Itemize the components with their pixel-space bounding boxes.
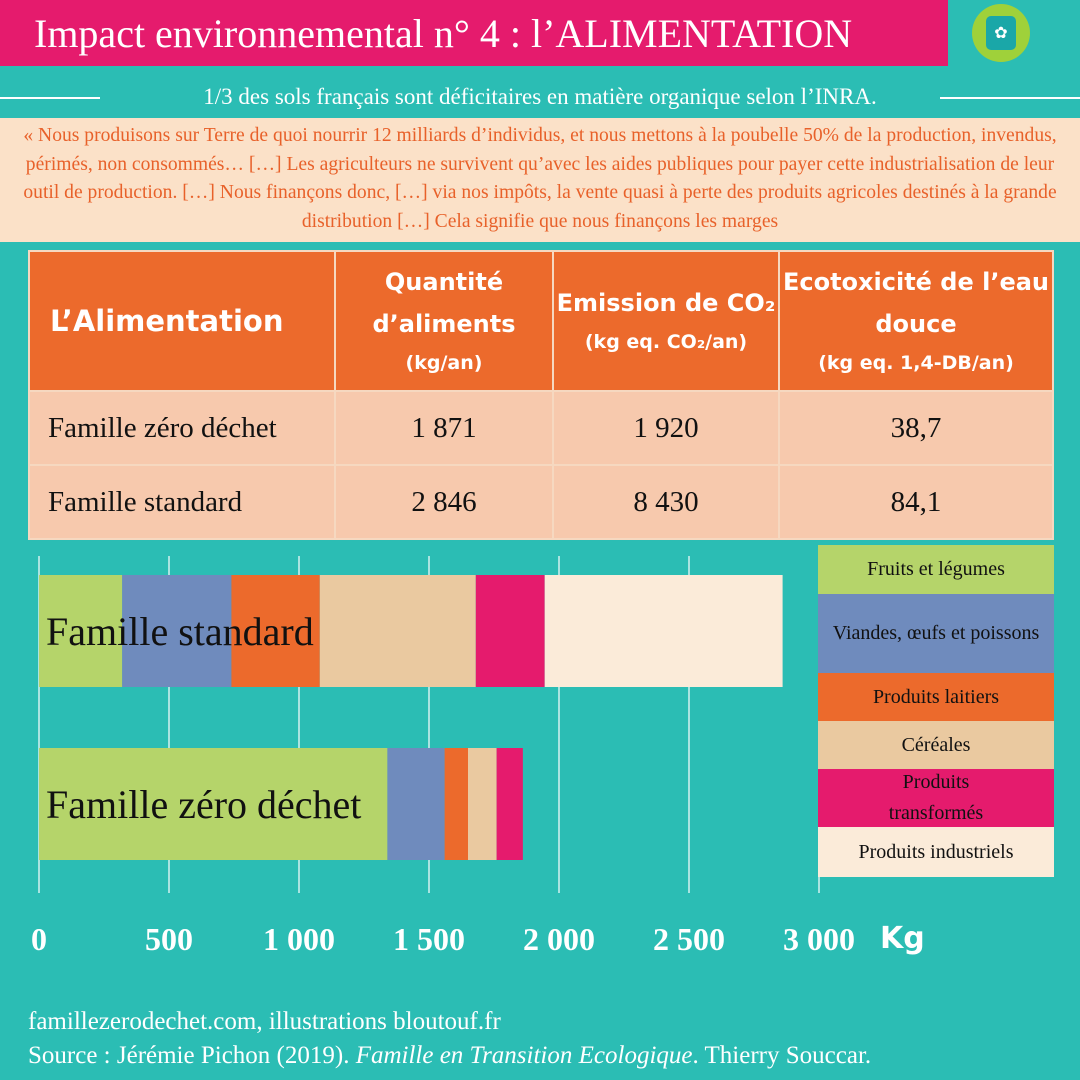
table-row: Famille zéro déchet 1 871 1 920 38,7 <box>28 390 1054 466</box>
subtitle-band: 1/3 des sols français sont déficitaires … <box>0 76 1080 118</box>
x-tick-label: 2 500 <box>653 921 725 957</box>
stacked-bar-chart: Famille standard Famille zéro déchet 0 500 1… <box>0 548 1080 988</box>
wheel-icon: ✿ <box>986 16 1016 50</box>
legend-item-fruits: Fruits et légumes <box>818 545 1054 594</box>
legend-item-cereales: Céréales <box>818 721 1054 769</box>
footer-source: Source : Jérémie Pichon (2019). Famille … <box>28 1042 872 1069</box>
subtitle: 1/3 des sols français sont déficitaires … <box>203 84 877 109</box>
bar-label-famille-standard: Famille standard <box>46 609 314 654</box>
quote-text: « Nous produisons sur Terre de quoi nour… <box>23 125 1057 232</box>
chart-canvas: Famille standard Famille zéro déchet 0 500 1… <box>31 556 925 957</box>
divider <box>0 97 100 99</box>
bar-famille-standard-produits-laitiers <box>231 575 320 687</box>
title-banner: Impact environnemental n° 4 : l’ALIMENTA… <box>0 0 948 66</box>
quote-box: « Nous produisons sur Terre de quoi nour… <box>0 118 1080 242</box>
table-header: Ecotoxicité de l’eau douce (kg eq. 1,4-DB… <box>778 250 1054 392</box>
table-header: Quantité d’aliments (kg/an) <box>334 250 554 392</box>
bar-famille-zero-dechet-cereales <box>468 748 497 860</box>
bar-famille-standard-produits-industriels <box>544 575 783 687</box>
bar-famille-standard-produits-transformes <box>475 575 545 687</box>
x-tick-label: 1 000 <box>263 921 335 957</box>
bar-famille-zero-dechet-viandes-ufs-et-poissons <box>387 748 445 860</box>
legend-item-laitiers: Produits laitiers <box>818 673 1054 721</box>
cell-ecotox: 38,7 <box>778 390 1054 466</box>
legend-item-industriels: Produits industriels <box>818 827 1054 877</box>
row-label: Famille zéro déchet <box>28 390 336 466</box>
x-tick-label: 0 <box>31 921 47 957</box>
page-title: Impact environnemental n° 4 : l’ALIMENTA… <box>34 10 853 56</box>
cell-quantite: 2 846 <box>334 464 554 540</box>
footer-credits: famillezerodechet.com, illustrations blo… <box>28 1008 501 1035</box>
row-label: Famille standard <box>28 464 336 540</box>
table-header: L’Alimentation <box>28 250 336 392</box>
bar-famille-zero-dechet-fruits-et-legumes <box>39 748 388 860</box>
table-row: Famille standard 2 846 8 430 84,1 <box>28 464 1054 540</box>
footer: famillezerodechet.com, illustrations blo… <box>28 1005 871 1073</box>
cell-ecotox: 84,1 <box>778 464 1054 540</box>
bar-famille-standard-fruits-et-legumes <box>39 575 123 687</box>
cell-quantite: 1 871 <box>334 390 554 466</box>
divider <box>940 97 1080 99</box>
impact-table: L’Alimentation Quantité d’aliments (kg/an… <box>28 250 1054 540</box>
bar-famille-zero-dechet-produits-transformes <box>496 748 523 860</box>
logo: ✿ <box>972 4 1030 62</box>
legend-item-transformes: Produits transformés <box>818 769 1054 827</box>
cell-co2: 8 430 <box>552 464 780 540</box>
bar-label-famille-zero-dechet: Famille zéro déchet <box>46 782 361 827</box>
x-tick-label: 1 500 <box>393 921 465 957</box>
x-tick-label: 500 <box>145 921 193 957</box>
table-header-row: L’Alimentation Quantité d’aliments (kg/an… <box>28 250 1054 392</box>
x-axis-label: Kg <box>880 921 925 956</box>
x-tick-label: 3 000 <box>783 921 855 957</box>
x-tick-label: 2 000 <box>523 921 595 957</box>
chart-legend: Fruits et légumes Viandes, œufs et poiss… <box>818 545 1054 877</box>
cell-co2: 1 920 <box>552 390 780 466</box>
legend-item-viandes: Viandes, œufs et poissons <box>818 594 1054 673</box>
bar-famille-standard-cereales <box>319 575 476 687</box>
table-header: Emission de CO₂ (kg eq. CO₂/an) <box>552 250 780 392</box>
bar-famille-standard-viandes-ufs-et-poissons <box>122 575 232 687</box>
bar-famille-zero-dechet-produits-laitiers <box>444 748 468 860</box>
